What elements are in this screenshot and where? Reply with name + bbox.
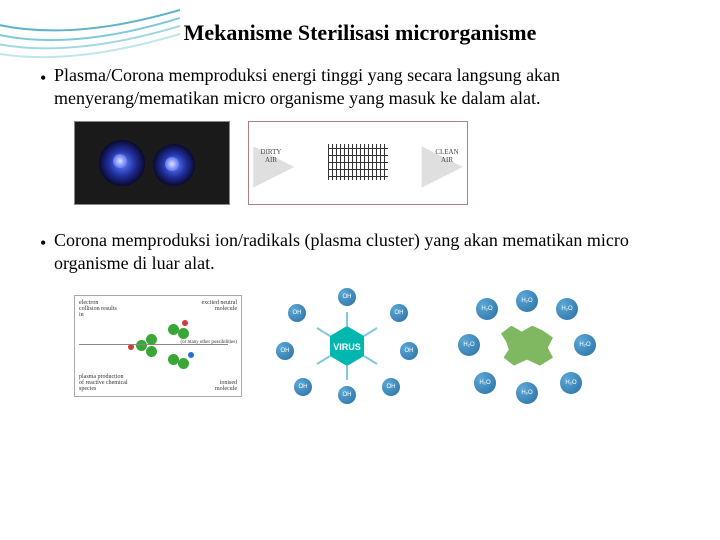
bullet-2: • Corona memproduksi ion/radikals (plasm…	[40, 229, 680, 276]
water-molecule: H₂O	[556, 298, 578, 320]
bullet-marker: •	[40, 64, 54, 111]
plasma-torch-image	[74, 121, 230, 205]
oh-ion: OH	[338, 288, 356, 306]
species-label-br: ionised molecule	[197, 380, 237, 392]
electrode-diagram: ▶ DIRTY AIR ▶ CLEAN AIR	[248, 121, 468, 205]
bullet-marker: •	[40, 229, 54, 276]
oh-ion: OH	[276, 342, 294, 360]
oh-ion: OH	[294, 378, 312, 396]
water-molecule: H₂O	[474, 372, 496, 394]
water-diagram: H₂O H₂O H₂O H₂O H₂O H₂O H₂O H₂O	[452, 286, 602, 406]
label-clean-air: CLEAN AIR	[435, 148, 459, 164]
water-molecule: H₂O	[574, 334, 596, 356]
image-row-2: electron collision results in excited ne…	[74, 286, 680, 406]
oh-ion: OH	[382, 378, 400, 396]
slide-content: • Plasma/Corona memproduksi energi tingg…	[0, 46, 720, 406]
species-diagram: electron collision results in excited ne…	[74, 295, 242, 397]
water-molecule: H₂O	[516, 290, 538, 312]
microbe-blob	[501, 326, 553, 366]
label-dirty-air: DIRTY AIR	[259, 148, 283, 164]
species-label-tl: electron collision results in	[79, 300, 119, 318]
oh-ion: OH	[288, 304, 306, 322]
species-label-bl: plasma production of reactive chemical s…	[79, 374, 129, 392]
bullet-2-text: Corona memproduksi ion/radikals (plasma …	[54, 229, 680, 276]
oh-ion: OH	[400, 342, 418, 360]
bullet-1-text: Plasma/Corona memproduksi energi tinggi …	[54, 64, 680, 111]
water-molecule: H₂O	[560, 372, 582, 394]
oh-ion: OH	[390, 304, 408, 322]
electrode-plates	[328, 148, 388, 177]
water-molecule: H₂O	[476, 298, 498, 320]
bullet-1: • Plasma/Corona memproduksi energi tingg…	[40, 64, 680, 111]
virus-label: VIRUS	[333, 342, 361, 352]
slide-title: Mekanisme Sterilisasi microrganisme	[0, 0, 720, 46]
image-row-1: ▶ DIRTY AIR ▶ CLEAN AIR	[74, 121, 680, 205]
species-label-tr: excited neutral molecule	[197, 300, 237, 312]
virus-diagram: VIRUS OH OH OH OH OH OH OH OH	[262, 286, 432, 406]
oh-ion: OH	[338, 386, 356, 404]
water-molecule: H₂O	[516, 382, 538, 404]
water-molecule: H₂O	[458, 334, 480, 356]
